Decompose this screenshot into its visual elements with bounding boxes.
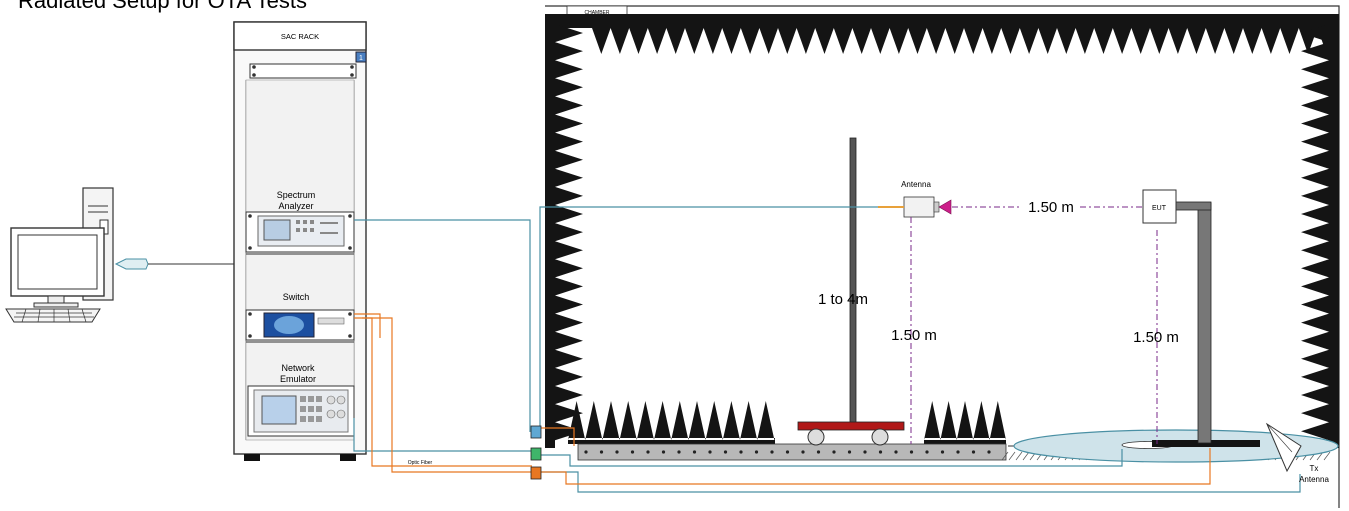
tx-antenna-label-line1: Tx: [1310, 464, 1319, 473]
spectrum-analyzer-label-line2: Analyzer: [278, 201, 313, 211]
rf-cables: [353, 206, 1301, 493]
network-emulator-label-line2: Emulator: [280, 374, 316, 384]
spectrum-analyzer-icon: [245, 211, 355, 253]
eut-device: [1142, 189, 1177, 224]
tx-antenna-icon: [1265, 422, 1302, 473]
antenna-label: Antenna: [901, 180, 931, 189]
diagram-title: Radiated Setup for OTA Tests: [18, 0, 308, 13]
switch-unit-icon: [245, 309, 355, 341]
computer-icon: [5, 187, 114, 323]
switch-label: Switch: [283, 292, 310, 302]
eut-label: EUT: [1152, 205, 1167, 212]
dimension-lines: [910, 206, 1158, 444]
rack-label: SAC RACK: [281, 32, 319, 41]
spectrum-analyzer-label-line1: Spectrum: [277, 190, 316, 200]
fiber-cables: [354, 313, 1211, 485]
turntable: [1013, 201, 1339, 463]
usb-dongle-icon: [114, 258, 149, 270]
optic-fiber-label: Optic Fiber: [408, 460, 433, 466]
network-emulator-label-line1: Network: [281, 363, 315, 373]
antenna-mast: [797, 137, 905, 446]
horn-antenna-icon: [878, 196, 952, 218]
anechoic-chamber: [545, 5, 1340, 508]
tx-antenna-label-line2: Antenna: [1299, 475, 1329, 484]
chamber-label: CHAMBER: [584, 10, 609, 16]
bulkhead-connectors: [530, 425, 542, 480]
rack-badge: 1: [359, 55, 363, 62]
eut-height-label: 1.50 m: [1133, 329, 1179, 346]
antenna-height-label: 1.50 m: [891, 327, 937, 344]
horizontal-distance-label: 1.50 m: [1028, 199, 1074, 216]
mast-range-label: 1 to 4m: [818, 291, 868, 308]
network-emulator-icon: [247, 385, 355, 437]
